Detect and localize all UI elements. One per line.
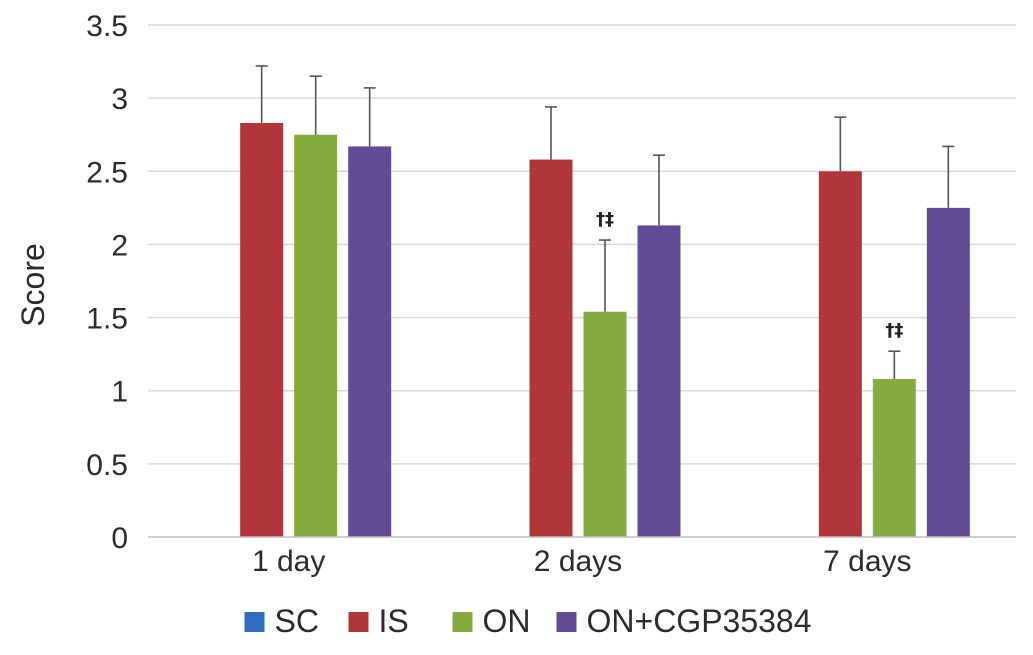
x-tick-label: 7 days <box>823 545 911 578</box>
x-tick-label: 2 days <box>534 545 622 578</box>
y-tick-label: 2 <box>111 229 128 262</box>
bar-on-3 <box>872 379 916 537</box>
bar-on-cgp35384-1 <box>348 146 392 537</box>
legend-swatch-sc <box>244 612 265 632</box>
bar-on-cgp35384-2 <box>637 225 681 537</box>
y-tick-label: 2.5 <box>86 156 128 189</box>
legend-label: IS <box>379 603 409 639</box>
axes: 0 0.5 1 1.5 2 2.5 3 3.5 1 day 2 days 7 days <box>86 10 1016 578</box>
legend-swatch-is <box>348 612 369 632</box>
bars: †‡ †‡ <box>240 65 970 538</box>
y-tick-label: 0.5 <box>86 449 128 482</box>
y-tick-label: 1.5 <box>86 303 128 336</box>
legend-label: SC <box>275 603 319 639</box>
x-tick-label: 1 day <box>252 545 325 578</box>
bar-is-2 <box>529 159 573 537</box>
significance-annotation: †‡ <box>596 209 614 230</box>
y-tick-label: 0 <box>111 522 128 555</box>
legend-label: ON+CGP35384 <box>587 603 812 639</box>
y-axis-title: Score <box>15 243 51 327</box>
bar-is-3 <box>818 171 862 538</box>
y-tick-label: 1 <box>111 376 128 409</box>
bar-on-2 <box>583 311 627 537</box>
bar-on-cgp35384-3 <box>926 207 970 537</box>
legend-swatch-on <box>452 612 473 632</box>
legend-swatch-on-cgp35384 <box>556 612 577 632</box>
gridlines <box>148 24 1016 465</box>
y-tick-label: 3 <box>111 83 128 116</box>
y-tick-label: 3.5 <box>86 10 128 43</box>
significance-annotation: †‡ <box>885 320 903 341</box>
bar-on-1 <box>294 134 338 537</box>
legend: SC IS ON ON+CGP35384 <box>244 603 812 639</box>
bar-is-1 <box>240 123 284 538</box>
legend-label: ON <box>483 603 531 639</box>
